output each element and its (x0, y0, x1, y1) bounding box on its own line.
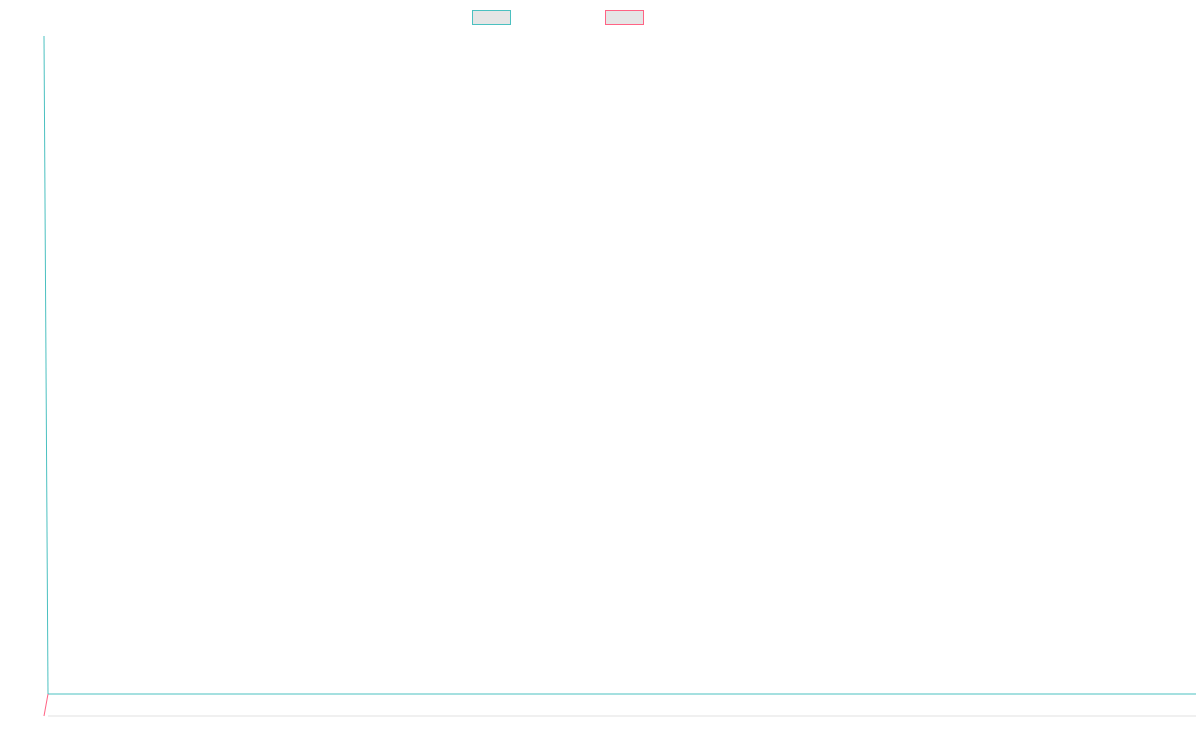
legend-swatch-series-1[interactable] (472, 10, 511, 25)
legend-swatch-series-2[interactable] (605, 10, 644, 25)
secondary-axis-tick (43, 693, 49, 717)
y-axis-line (43, 35, 49, 695)
